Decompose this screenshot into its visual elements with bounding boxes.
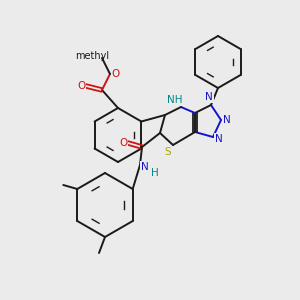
Text: O: O [77, 81, 85, 91]
Text: H: H [151, 168, 159, 178]
Text: N: N [141, 162, 149, 172]
Text: N: N [223, 115, 231, 125]
Text: N: N [215, 134, 223, 144]
Text: S: S [165, 147, 171, 157]
Text: O: O [112, 69, 120, 79]
Text: N: N [205, 92, 213, 102]
Text: NH: NH [167, 95, 183, 105]
Text: methyl: methyl [75, 51, 109, 61]
Text: O: O [119, 138, 127, 148]
